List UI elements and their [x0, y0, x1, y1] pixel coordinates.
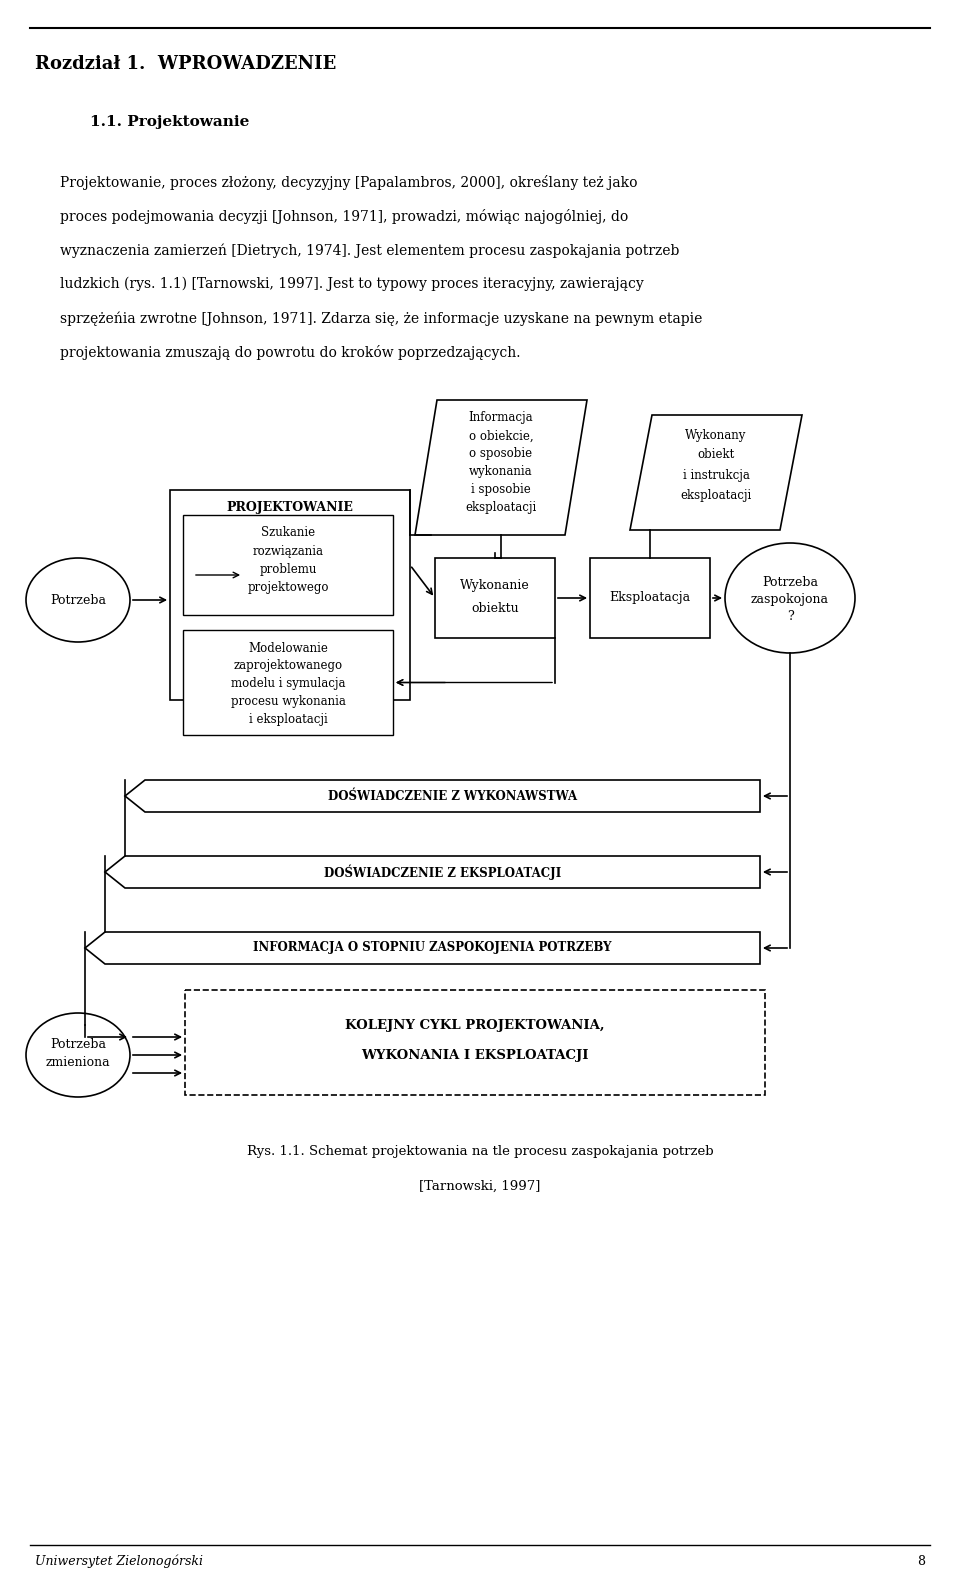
Text: Potrzeba: Potrzeba	[762, 575, 818, 588]
Bar	[590, 558, 710, 639]
Text: i eksploatacji: i eksploatacji	[249, 713, 327, 726]
Text: Wykonanie: Wykonanie	[460, 580, 530, 593]
Bar	[183, 515, 393, 615]
Text: DOŚWIADCZENIE Z EKSPLOATACJI: DOŚWIADCZENIE Z EKSPLOATACJI	[324, 864, 562, 880]
Text: KOLEJNY CYKL PROJEKTOWANIA,: KOLEJNY CYKL PROJEKTOWANIA,	[346, 1019, 605, 1032]
Text: Potrzeba: Potrzeba	[50, 1038, 106, 1051]
Ellipse shape	[26, 1013, 130, 1097]
Text: Rozdział 1.  WPROWADZENIE: Rozdział 1. WPROWADZENIE	[35, 55, 336, 73]
Polygon shape	[630, 415, 802, 529]
Text: i instrukcja: i instrukcja	[683, 469, 750, 482]
Ellipse shape	[725, 544, 855, 653]
Text: obiekt: obiekt	[697, 449, 734, 461]
Text: INFORMACJA O STOPNIU ZASPOKOJENIA POTRZEBY: INFORMACJA O STOPNIU ZASPOKOJENIA POTRZE…	[253, 941, 612, 954]
Bar	[435, 558, 555, 639]
Text: obiektu: obiektu	[471, 601, 518, 615]
Text: zaprojektowanego: zaprojektowanego	[233, 659, 343, 672]
Ellipse shape	[26, 558, 130, 642]
Text: 8: 8	[917, 1555, 925, 1568]
Text: Szukanie: Szukanie	[261, 526, 315, 539]
Text: proces podejmowania decyzji [Johnson, 1971], prowadzi, mówiąc najogólniej, do: proces podejmowania decyzji [Johnson, 19…	[60, 209, 628, 223]
Text: i sposobie: i sposobie	[471, 483, 531, 496]
Polygon shape	[85, 932, 760, 964]
Text: ludzkich (rys. 1.1) [Tarnowski, 1997]. Jest to typowy proces iteracyjny, zawiera: ludzkich (rys. 1.1) [Tarnowski, 1997]. J…	[60, 277, 644, 292]
Text: ?: ?	[786, 610, 793, 623]
Bar	[185, 991, 765, 1095]
Text: Eksploatacja: Eksploatacja	[610, 591, 690, 604]
Text: eksploatacji: eksploatacji	[466, 501, 537, 515]
Text: Wykonany: Wykonany	[685, 428, 747, 442]
Text: Uniwersytet Zielonogórski: Uniwersytet Zielonogórski	[35, 1555, 203, 1569]
Bar	[183, 629, 393, 735]
Text: problemu: problemu	[259, 563, 317, 575]
Text: modelu i symulacja: modelu i symulacja	[230, 677, 346, 691]
Text: procesu wykonania: procesu wykonania	[230, 696, 346, 708]
Text: Informacja: Informacja	[468, 412, 534, 425]
Text: PROJEKTOWANIE: PROJEKTOWANIE	[227, 501, 353, 515]
Text: wykonania: wykonania	[469, 466, 533, 479]
Text: wyznaczenia zamierzeń [Dietrych, 1974]. Jest elementem procesu zaspokajania potr: wyznaczenia zamierzeń [Dietrych, 1974]. …	[60, 243, 680, 257]
Text: o sposobie: o sposobie	[469, 447, 533, 461]
Text: Projektowanie, proces złożony, decyzyjny [Papalambros, 2000], określany też jako: Projektowanie, proces złożony, decyzyjny…	[60, 174, 637, 190]
Text: [Tarnowski, 1997]: [Tarnowski, 1997]	[420, 1179, 540, 1194]
Polygon shape	[125, 780, 760, 812]
Text: rozwiązania: rozwiązania	[252, 545, 324, 558]
Text: 1.1. Projektowanie: 1.1. Projektowanie	[90, 116, 250, 128]
Text: projektowego: projektowego	[248, 580, 328, 593]
Text: o obiekcie,: o obiekcie,	[468, 430, 534, 442]
Text: Potrzeba: Potrzeba	[50, 593, 106, 607]
Text: eksploatacji: eksploatacji	[681, 488, 752, 501]
Text: WYKONANIA I EKSPLOATACJI: WYKONANIA I EKSPLOATACJI	[361, 1049, 588, 1062]
Text: sprzężeńia zwrotne [Johnson, 1971]. Zdarza się, że informacje uzyskane na pewnym: sprzężeńia zwrotne [Johnson, 1971]. Zdar…	[60, 311, 703, 325]
Text: projektowania zmuszają do powrotu do kroków poprzedzających.: projektowania zmuszają do powrotu do kro…	[60, 346, 520, 360]
Polygon shape	[415, 399, 587, 536]
Text: Rys. 1.1. Schemat projektowania na tle procesu zaspokajania potrzeb: Rys. 1.1. Schemat projektowania na tle p…	[247, 1144, 713, 1159]
Bar	[170, 490, 410, 701]
Text: DOŚWIADCZENIE Z WYKONAWSTWA: DOŚWIADCZENIE Z WYKONAWSTWA	[328, 789, 577, 802]
Text: zaspokojona: zaspokojona	[751, 593, 829, 607]
Polygon shape	[105, 856, 760, 888]
Text: Modelowanie: Modelowanie	[248, 642, 328, 655]
Text: zmieniona: zmieniona	[46, 1057, 110, 1070]
